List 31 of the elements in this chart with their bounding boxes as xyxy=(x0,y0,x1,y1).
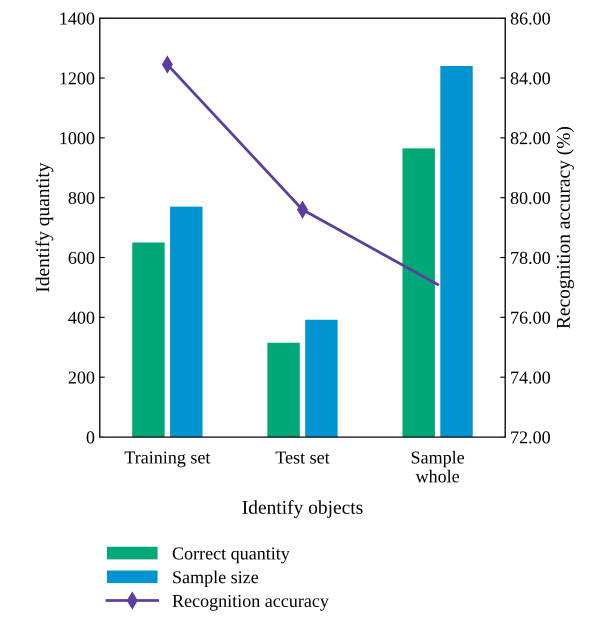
bar xyxy=(440,66,473,438)
y-tick-label: 400 xyxy=(68,312,94,324)
legend-label: Recognition accuracy xyxy=(172,594,329,611)
x-tick-label: Sample whole xyxy=(412,450,464,482)
y2-tick-label: 78.00 xyxy=(511,252,550,264)
y2-tick-label: 76.00 xyxy=(511,312,550,324)
y2-tick-label: 80.00 xyxy=(510,192,550,204)
y-tick-label: 800 xyxy=(68,192,94,204)
y-axis-title: Identify quantity xyxy=(35,162,54,292)
x-tick-label: Training set xyxy=(124,451,210,468)
legend-label: Correct quantity xyxy=(172,547,290,564)
y-tick-label: 1200 xyxy=(60,72,94,84)
y-tick-label: 200 xyxy=(68,371,94,384)
y2-tick-label: 84.00 xyxy=(510,72,550,85)
bar xyxy=(132,242,165,438)
bar xyxy=(267,342,300,438)
x-tick-label: Test set xyxy=(276,452,330,464)
y2-tick-label: 74.00 xyxy=(511,371,550,384)
bar xyxy=(402,148,435,438)
y-tick-label: 1400 xyxy=(60,12,94,25)
y2-axis-title: Recognition accuracy (%) xyxy=(556,126,574,329)
y2-tick-label: 82.00 xyxy=(510,132,550,144)
y-tick-label: 600 xyxy=(68,252,94,264)
y-tick-label: 1000 xyxy=(60,132,94,144)
x-axis-title: Identify objects xyxy=(242,500,363,518)
bar xyxy=(170,206,203,438)
y-tick-label: 0 xyxy=(86,431,94,444)
legend-label: Sample size xyxy=(173,570,258,587)
bar xyxy=(305,320,338,438)
y2-tick-label: 72.00 xyxy=(511,431,550,444)
y2-tick-label: 86.00 xyxy=(510,12,550,25)
